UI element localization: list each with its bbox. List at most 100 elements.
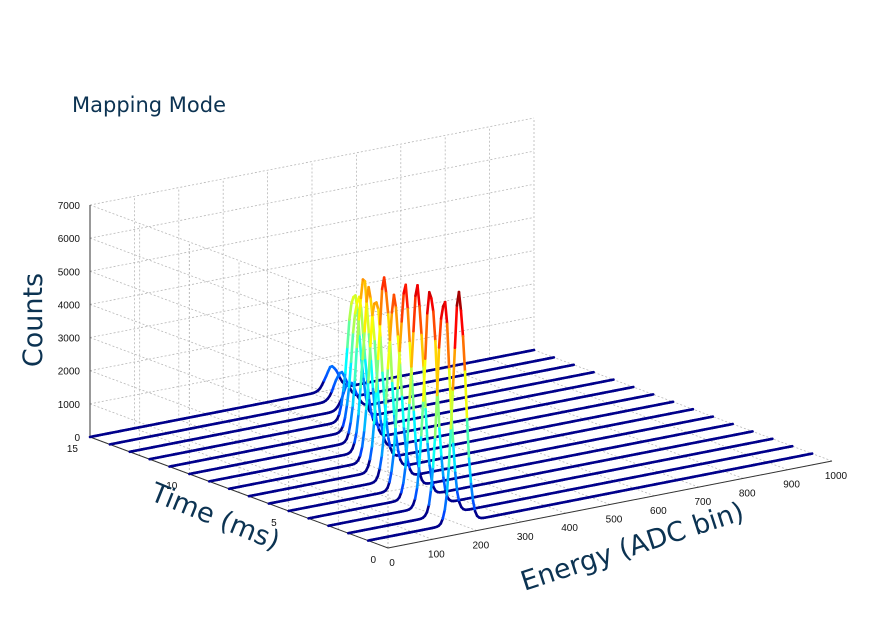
series-segment	[388, 342, 394, 385]
series-segment	[365, 380, 370, 411]
series-segment	[367, 285, 372, 300]
series-segment	[384, 366, 390, 405]
grid-line	[89, 250, 535, 338]
series-line	[287, 283, 734, 513]
series-segment	[471, 499, 477, 513]
series-segment	[420, 333, 425, 370]
series-segment	[365, 305, 371, 336]
x-tick-label: 100	[428, 549, 445, 560]
series-segment	[408, 365, 413, 405]
series-segment	[357, 296, 363, 321]
grid-line	[89, 370, 389, 483]
series-segment	[437, 317, 443, 349]
series-segment	[414, 442, 420, 464]
x-tick-label: 0	[389, 558, 395, 569]
series-segment	[349, 404, 355, 424]
series-segment	[398, 320, 403, 353]
series-segment	[353, 301, 359, 315]
series-segment	[353, 345, 359, 382]
series-segment	[349, 331, 355, 363]
series-segment	[343, 403, 349, 419]
series-segment	[417, 434, 423, 468]
grid-line	[445, 367, 744, 479]
grid-line	[134, 427, 433, 540]
series-segment	[381, 371, 386, 402]
series-segment	[363, 300, 368, 333]
z-tick-label: 4000	[58, 300, 81, 311]
series-segment	[388, 311, 394, 342]
series-segment	[374, 357, 380, 393]
series-segment	[461, 334, 467, 373]
y-tick-label: 5	[271, 518, 277, 529]
series-segment	[424, 407, 429, 446]
series-segment	[423, 311, 429, 360]
series-segment	[344, 345, 349, 374]
series-segment	[429, 465, 435, 492]
series-segment	[400, 481, 405, 494]
series-segment	[394, 306, 400, 338]
x-tick-label: 1000	[825, 471, 848, 482]
series-segment	[418, 305, 423, 337]
grid-line	[223, 410, 522, 523]
series-line	[267, 293, 715, 505]
series-segment	[376, 322, 382, 361]
series-segment	[382, 276, 388, 295]
z-tick-label: 7000	[58, 201, 81, 212]
series-segment	[440, 455, 445, 480]
x-tick-label: 900	[783, 480, 800, 491]
series-segment	[376, 467, 382, 478]
series-line	[227, 301, 675, 491]
y-tick-label: 0	[370, 555, 376, 566]
series-segment	[463, 370, 469, 421]
grid-line	[89, 217, 535, 305]
series-segment	[398, 363, 404, 399]
series-segment	[378, 287, 384, 326]
series-segment	[439, 305, 445, 320]
series-segment	[442, 476, 447, 493]
series-segment	[426, 442, 431, 467]
series-segment	[410, 329, 415, 368]
grid-line	[311, 393, 611, 505]
y-tick-label: 15	[67, 444, 79, 455]
series-segment	[379, 335, 384, 375]
series-segment	[392, 425, 397, 456]
grid-line	[356, 384, 655, 497]
series-segment	[380, 433, 386, 457]
z-tick-label: 1000	[58, 400, 81, 411]
series-segment	[368, 444, 374, 461]
series-segment	[419, 399, 425, 437]
series-segment	[342, 371, 347, 392]
series-segment	[467, 457, 473, 486]
series-segment	[378, 454, 384, 470]
x-tick-label: 500	[606, 515, 623, 526]
series-segment	[388, 469, 393, 484]
series-segment	[390, 452, 395, 473]
series-segment	[412, 294, 417, 333]
series-segment	[394, 435, 400, 453]
series-segment	[427, 488, 433, 506]
series-segment	[360, 428, 366, 448]
series-traces	[88, 276, 814, 542]
z-tick-label: 0	[74, 433, 80, 444]
x-axis-label: Energy (ADC bin)	[517, 496, 748, 597]
series-segment	[371, 302, 376, 317]
x-axis-line	[387, 460, 833, 549]
series-line	[366, 290, 814, 542]
grid-line	[89, 316, 535, 405]
series-segment	[369, 313, 374, 348]
series-segment	[353, 430, 358, 444]
series-segment	[415, 464, 421, 489]
series-segment	[425, 290, 431, 315]
series-line	[108, 356, 556, 446]
series-segment	[387, 437, 392, 450]
grid-line	[89, 237, 389, 350]
series-segment	[347, 420, 353, 434]
series-segment	[445, 322, 451, 371]
series-segment	[369, 359, 375, 391]
series-segment	[359, 307, 365, 337]
series-segment	[362, 407, 368, 432]
series-segment	[386, 338, 392, 370]
series-segment	[453, 471, 459, 494]
x-tick-label: 600	[650, 506, 667, 517]
